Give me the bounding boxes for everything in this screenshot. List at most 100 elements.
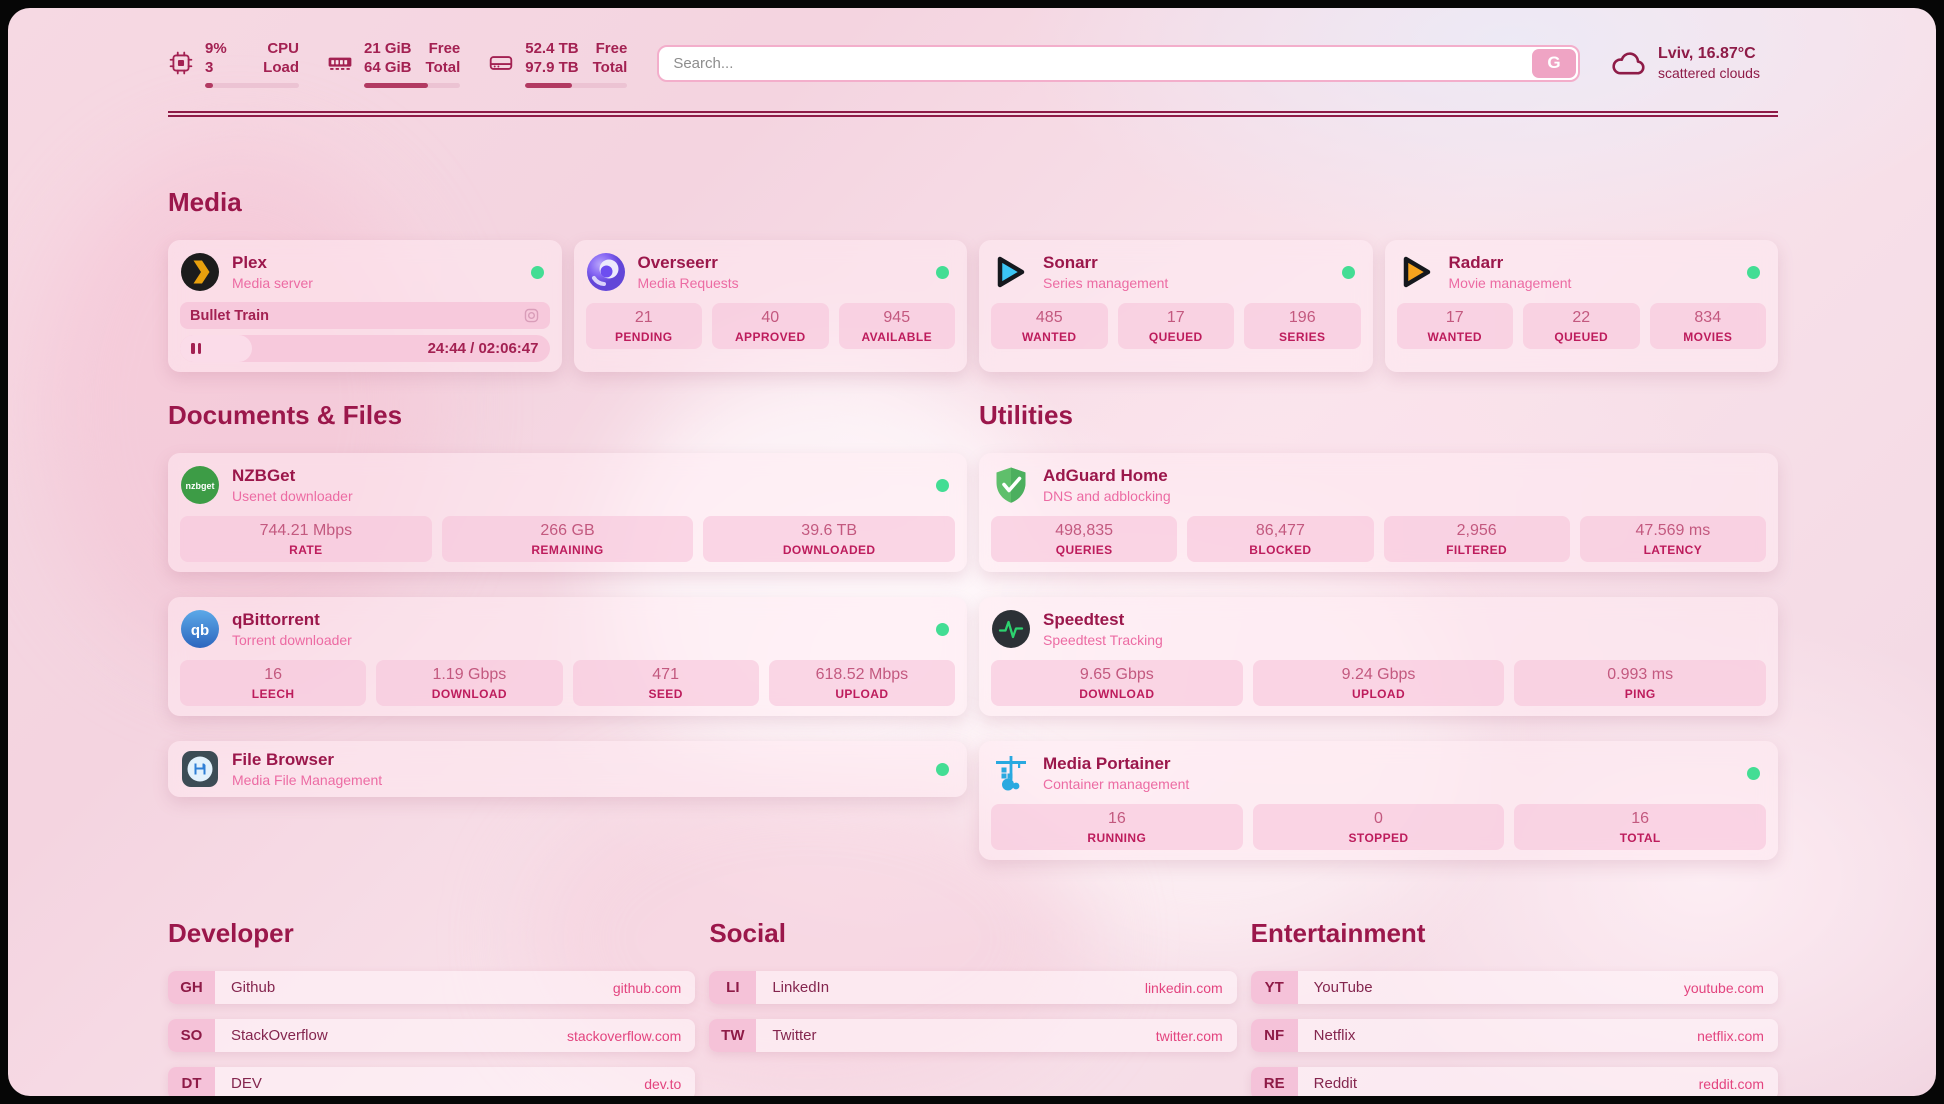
stat-pill: 618.52 Mbps UPLOAD [768,660,955,706]
app-card-file-browser[interactable]: File Browser Media File Management [168,741,967,797]
app-card-speedtest[interactable]: Speedtest Speedtest Tracking 9.65 Gbps DO… [979,597,1778,716]
section-media: Media Plex Media server [168,187,1778,372]
search-input[interactable] [659,46,1530,80]
search-engine-button[interactable]: G [1532,48,1576,78]
section-title-developer: Developer [168,918,294,948]
stat-pill: 17 WANTED [1396,303,1513,349]
stat-pill: 16 LEECH [180,660,367,706]
section-utilities: Utilities [979,400,1778,860]
app-name: AdGuard Home [1043,465,1168,485]
qbittorrent-icon: qb [180,609,220,649]
radarr-icon [1397,252,1437,292]
stat-pill: 1.19 Gbps DOWNLOAD [376,660,563,706]
app-card-adguard-home[interactable]: AdGuard Home DNS and adblocking 498,835 Q… [979,453,1778,572]
app-card-nzbget[interactable]: nzbget NZBGet Usenet downloader 744.21 M… [168,453,967,572]
memory-values: 21 GiB 64 GiB [364,39,412,77]
system-stats: 9% 3 CPU Load [168,39,628,88]
stat-pill: 86,477 BLOCKED [1187,516,1374,562]
stat-pill: 21 PENDING [585,303,702,349]
bookmark-abbr: TW [709,1019,757,1052]
weather-condition: scattered clouds [1658,65,1760,81]
memory-labels: Free Total [425,39,461,77]
bookmark-url: twitter.com [1155,1027,1223,1044]
stat-pill: 22 QUEUED [1523,303,1640,349]
app-card-media-portainer[interactable]: Media Portainer Container management 16 R… [979,741,1778,860]
cpu-progress-bar [205,82,299,88]
app-description: Media Requests [637,275,739,292]
app-name: Media Portainer [1043,753,1171,773]
nzbget-icon: nzbget [180,465,220,505]
bookmark-youtube[interactable]: YT YouTube youtube.com [1250,971,1778,1004]
app-name: qBittorrent [232,609,320,629]
cloud-icon [1612,52,1645,75]
section-title-entertainment: Entertainment [1250,918,1426,948]
dashboard-content: 9% 3 CPU Load [8,8,1936,1096]
bookmark-abbr: DT [168,1067,215,1096]
bookmark-abbr: NF [1250,1019,1298,1052]
stat-pill: 744.21 Mbps RATE [180,516,432,562]
stat-pill: 9.65 Gbps DOWNLOAD [991,660,1243,706]
disk-progress-bar [525,82,628,88]
sonarr-icon [991,252,1031,292]
adguard-icon [991,465,1031,505]
stat-pill: 945 AVAILABLE [838,303,955,349]
memory-stat: 21 GiB 64 GiB Free Total [327,39,461,88]
status-online-dot [936,762,949,776]
bookmark-abbr: LI [709,971,757,1004]
bookmark-stackoverflow[interactable]: SO StackOverflow stackoverflow.com [168,1019,696,1052]
stat-pill: 40 APPROVED [712,303,829,349]
app-card-overseerr[interactable]: Overseerr Media Requests 21 PENDING 40 APP… [573,240,967,372]
bookmark-netflix[interactable]: NF Netflix netflix.com [1250,1019,1778,1052]
stat-pill: 834 MOVIES [1649,303,1766,349]
bookmark-linkedin[interactable]: LI LinkedIn linkedin.com [709,971,1237,1004]
bookmark-url: github.com [612,979,682,996]
bookmark-reddit[interactable]: RE Reddit reddit.com [1250,1067,1778,1096]
bookmark-github[interactable]: GH Github github.com [168,971,696,1004]
bookmark-dev[interactable]: DT DEV dev.to [168,1067,696,1096]
bookmark-twitter[interactable]: TW Twitter twitter.com [709,1019,1237,1052]
status-online-dot [936,478,949,492]
bookmark-url: stackoverflow.com [566,1027,682,1044]
section-developer: Developer GH Github github.com SO StackO… [168,918,696,1096]
playback-progress-bar: 24:44 / 02:06:47 [180,335,550,362]
bookmark-name: YouTube [1313,979,1373,996]
app-card-sonarr[interactable]: Sonarr Series management 485 WANTED 17 QUE… [979,240,1373,372]
memory-progress-bar [364,82,461,88]
bookmark-abbr: GH [168,971,215,1004]
disk-icon [490,56,513,70]
stat-pill: 485 WANTED [991,303,1108,349]
pause-icon[interactable] [191,343,201,354]
disk-labels: Free Total [592,39,628,77]
stat-pill: 9.24 Gbps UPLOAD [1252,660,1505,706]
section-title-utilities: Utilities [979,400,1073,430]
search-bar[interactable]: G [657,44,1580,82]
app-card-qbittorrent[interactable]: qb qBittorrent Torrent downloader 16 LEEC… [168,597,967,716]
stat-pill: 2,956 FILTERED [1383,516,1570,562]
playback-time: 24:44 / 02:06:47 [427,340,539,357]
status-online-dot [936,265,949,279]
svg-text:nzbget: nzbget [186,481,215,491]
section-social: Social LI LinkedIn linkedin.com TW Twitt… [709,918,1237,1096]
app-name: NZBGet [232,465,296,485]
section-entertainment: Entertainment YT YouTube youtube.com NF … [1250,918,1778,1096]
app-description: Media server [232,275,313,292]
bookmark-url: dev.to [644,1075,682,1092]
stat-pill: 16 TOTAL [1514,804,1767,850]
app-description: Container management [1043,776,1190,793]
app-description: Media File Management [232,772,383,789]
stat-pill: 39.6 TB DOWNLOADED [703,516,956,562]
speedtest-icon [991,609,1031,649]
cpu-values: 9% 3 [205,39,227,77]
cpu-stat: 9% 3 CPU Load [168,39,299,88]
app-description: Usenet downloader [232,488,353,505]
bookmark-name: Github [231,979,276,996]
bookmark-url: netflix.com [1697,1027,1764,1044]
disk-values: 52.4 TB 97.9 TB [525,39,579,77]
app-name: File Browser [232,749,335,769]
app-card-plex[interactable]: Plex Media server Bullet Train 24:44 / 0… [168,240,562,372]
section-title-media: Media [168,187,242,217]
section-title-documents: Documents & Files [168,400,403,430]
app-description: Series management [1043,275,1169,292]
app-card-radarr[interactable]: Radarr Movie management 17 WANTED 22 QUEUE… [1384,240,1778,372]
cpu-labels: CPU Load [263,39,299,77]
